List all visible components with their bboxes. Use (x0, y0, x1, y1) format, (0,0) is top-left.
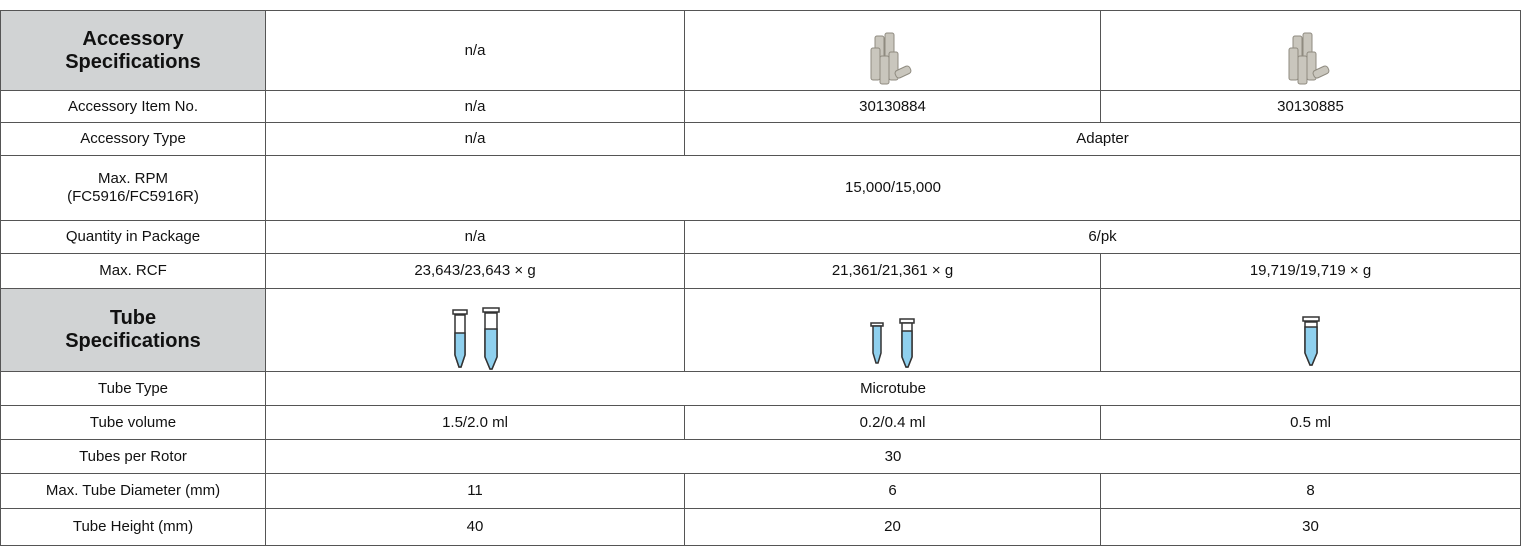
row: Tube Height (mm) 40 20 30 (0, 508, 1521, 546)
image-cell (265, 288, 685, 372)
row: Tubes per Rotor 30 (0, 439, 1521, 474)
cell: 23,643/23,643 × g (265, 253, 685, 289)
row-label: Tube Height (mm) (0, 508, 266, 546)
image-cell (1100, 10, 1521, 91)
cell: n/a (265, 122, 685, 156)
row: Max. RPM (FC5916/FC5916R) 15,000/15,000 (0, 155, 1521, 221)
row: Tube Specifications (0, 288, 1521, 372)
row: Max. Tube Diameter (mm) 11 6 8 (0, 473, 1521, 509)
cell: 0.2/0.4 ml (684, 405, 1101, 440)
cell: 0.5 ml (1100, 405, 1521, 440)
row: Max. RCF 23,643/23,643 × g 21,361/21,361… (0, 253, 1521, 289)
row-label: Tube Type (0, 371, 266, 406)
row-label: Quantity in Package (0, 220, 266, 254)
row-label: Accessory Item No. (0, 90, 266, 123)
cell: 8 (1100, 473, 1521, 509)
row-label: Tubes per Rotor (0, 439, 266, 474)
row-label: Max. RPM (FC5916/FC5916R) (0, 155, 266, 221)
section-header: Accessory Specifications (0, 10, 266, 91)
adapter-image (870, 32, 911, 84)
image-cell (684, 10, 1101, 91)
row: Accessory Specifications n/a (0, 10, 1521, 91)
cell: 6 (684, 473, 1101, 509)
cell: 15,000/15,000 (265, 155, 1521, 221)
cell: 1.5/2.0 ml (265, 405, 685, 440)
image-cell (684, 288, 1101, 372)
row: Tube volume 1.5/2.0 ml 0.2/0.4 ml 0.5 ml (0, 405, 1521, 440)
section-header: Tube Specifications (0, 288, 266, 372)
cell: 30130884 (684, 90, 1101, 123)
tube-image (869, 318, 915, 368)
row-label: Tube volume (0, 405, 266, 440)
cell: Adapter (684, 122, 1521, 156)
cell: Microtube (265, 371, 1521, 406)
cell: 6/pk (684, 220, 1521, 254)
cell: 30 (265, 439, 1521, 474)
cell: 30 (1100, 508, 1521, 546)
row: Tube Type Microtube (0, 371, 1521, 406)
row-label: Accessory Type (0, 122, 266, 156)
cell: 40 (265, 508, 685, 546)
cell: 20 (684, 508, 1101, 546)
tube-image (452, 307, 500, 370)
row-label: Max. Tube Diameter (mm) (0, 473, 266, 509)
row: Quantity in Package n/a 6/pk (0, 220, 1521, 254)
tube-image (1301, 316, 1320, 366)
adapter-image (1288, 32, 1329, 84)
spec-table: Accessory Specifications n/a (0, 10, 1521, 546)
cell: 21,361/21,361 × g (684, 253, 1101, 289)
cell: 11 (265, 473, 685, 509)
row: Accessory Item No. n/a 30130884 30130885 (0, 90, 1521, 123)
row-label: Max. RCF (0, 253, 266, 289)
cell: 19,719/19,719 × g (1100, 253, 1521, 289)
cell: n/a (265, 220, 685, 254)
cell: 30130885 (1100, 90, 1521, 123)
cell: n/a (265, 10, 685, 91)
row: Accessory Type n/a Adapter (0, 122, 1521, 156)
image-cell (1100, 288, 1521, 372)
cell: n/a (265, 90, 685, 123)
